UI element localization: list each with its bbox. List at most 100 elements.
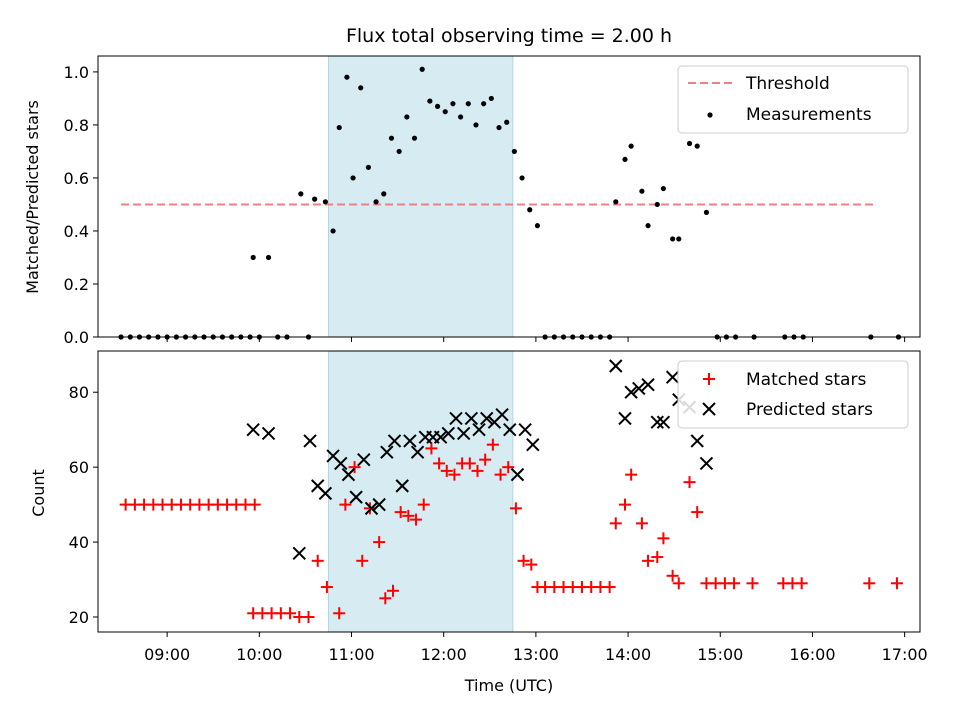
measurement-point <box>534 223 541 229</box>
top-y-tick-label: 0.2 <box>64 275 89 294</box>
predicted-star-marker <box>690 434 704 448</box>
measurement-point <box>481 101 487 107</box>
matched-star-marker <box>284 607 297 620</box>
measurement-point <box>660 185 667 192</box>
matched-star-marker <box>619 498 632 511</box>
measurement-point <box>419 66 425 72</box>
top-y-tick-label: 0.8 <box>64 116 89 135</box>
top-axes-frame <box>97 55 921 338</box>
matched-star-marker <box>728 577 741 590</box>
predicted-star-marker <box>357 452 371 467</box>
matched-star-marker <box>666 569 679 582</box>
bottom-legend-box <box>677 360 909 429</box>
measurement-point <box>442 109 448 115</box>
measurement-point <box>411 135 418 141</box>
predicted-star-marker <box>433 430 448 444</box>
measurement-point <box>488 95 494 102</box>
x-tick-label: 14:00 <box>605 645 651 664</box>
matched-star-marker <box>795 577 808 590</box>
predicted-star-marker <box>341 467 356 482</box>
predicted-star-marker <box>303 434 317 448</box>
measurement-point <box>465 101 471 107</box>
matched-star-marker <box>339 498 352 511</box>
top-y-tick-label: 0.6 <box>64 169 89 188</box>
top-panel: Flux total observing time = 2.00 h 0.00.… <box>23 25 921 347</box>
measurement-point <box>312 196 318 202</box>
measurement-point <box>670 236 676 242</box>
predicted-star-marker <box>318 486 333 501</box>
measurement-point <box>639 188 645 194</box>
measurement-point <box>628 143 634 149</box>
measurement-point <box>330 228 336 234</box>
matched-star-marker <box>635 517 648 530</box>
measurement-point <box>686 140 693 147</box>
matched-star-marker <box>863 577 876 590</box>
predicted-star-marker <box>349 490 363 504</box>
matched-star-marker <box>502 461 515 474</box>
x-tick-label: 11:00 <box>328 645 374 664</box>
measurement-point <box>511 148 517 155</box>
matched-star-marker <box>517 554 530 567</box>
measurement-point <box>694 143 700 149</box>
matched-star-marker <box>486 438 499 451</box>
predicted-star-marker <box>380 445 394 459</box>
matched-star-marker <box>425 442 438 455</box>
measurement-point <box>396 148 402 155</box>
matched-star-marker <box>440 464 453 477</box>
top-y-tick-label: 0.4 <box>64 222 89 241</box>
predicted-star-marker <box>449 411 463 426</box>
measurement-point <box>622 156 628 162</box>
measurement-point <box>473 122 479 128</box>
predicted-star-marker <box>395 479 409 493</box>
matched-star-marker <box>657 532 670 545</box>
predicted-star-marker <box>292 546 306 561</box>
measurement-point <box>434 103 441 109</box>
matched-star-marker <box>386 584 399 597</box>
predicted-star-marker <box>364 501 379 516</box>
predicted-star-marker <box>403 434 417 448</box>
measurement-point <box>613 199 619 205</box>
top-y-axis-label: Matched/Predicted stars <box>23 100 42 294</box>
matched-star-marker <box>672 577 685 590</box>
legend-measurements-label: Measurements <box>746 105 872 125</box>
matched-star-marker <box>410 513 423 526</box>
predicted-star-marker <box>665 370 680 384</box>
matched-star-marker <box>463 457 476 470</box>
predicted-star-marker <box>624 385 638 399</box>
matched-star-marker <box>448 468 461 481</box>
bottom-panel: 20 40 60 80 09:00 10:00 11:00 12:00 13:00 14:00 1… <box>29 350 928 695</box>
bottom-axes-frame <box>97 350 921 633</box>
measurement-point <box>265 254 272 261</box>
measurement-point <box>381 191 387 197</box>
matched-stars-series <box>119 438 903 624</box>
x-tick-label: 16:00 <box>789 645 835 664</box>
matched-star-marker <box>302 611 315 624</box>
measurement-point <box>654 201 660 208</box>
matched-star-marker <box>333 607 346 620</box>
bottom-y-axis-label: Count <box>29 469 48 517</box>
top-y-tick-label: 0.0 <box>64 328 89 347</box>
predicted-star-marker <box>503 422 517 437</box>
predicted-star-marker <box>372 497 386 512</box>
matched-star-marker <box>479 453 492 466</box>
top-y-axis: 0.0 0.2 0.4 0.6 0.8 1.0 <box>64 63 98 347</box>
matched-star-marker <box>471 464 484 477</box>
predicted-star-marker <box>699 456 714 471</box>
matched-star-marker <box>248 498 261 511</box>
measurement-point <box>645 223 651 229</box>
predicted-star-marker <box>632 381 646 396</box>
measurement-point <box>427 98 433 104</box>
bottom-y-tick-label: 20 <box>69 608 89 627</box>
predicted-star-marker <box>609 359 623 373</box>
predicted-star-marker <box>526 437 540 452</box>
predicted-star-marker <box>650 415 664 429</box>
measurement-point <box>703 209 710 216</box>
x-tick-label: 13:00 <box>513 645 559 664</box>
bottom-legend: Matched stars Predicted stars <box>677 360 909 429</box>
measurement-point <box>322 199 328 205</box>
predicted-stars-series <box>246 359 714 561</box>
predicted-star-marker <box>261 426 276 441</box>
measurement-point <box>350 175 356 181</box>
measurement-point <box>527 207 533 213</box>
matched-star-marker <box>356 554 369 567</box>
